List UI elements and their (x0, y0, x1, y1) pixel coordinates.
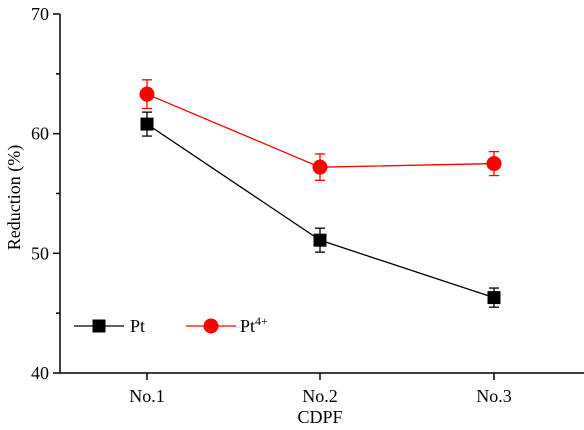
x-tick-label: No.2 (302, 386, 338, 406)
data-point-circle (139, 86, 155, 102)
y-ticks: 40 50 60 70 (31, 4, 60, 383)
data-point-circle (312, 159, 328, 175)
y-tick-label: 70 (31, 4, 49, 24)
series-pt (140, 111, 501, 308)
data-point-square (140, 117, 154, 131)
y-tick-label: 50 (31, 243, 49, 263)
legend-marker-circle (203, 318, 219, 334)
x-ticks: No.1 No.2 No.3 (129, 373, 512, 406)
legend-label: Pt4+ (240, 314, 268, 336)
legend-item: Pt4+ (186, 314, 268, 336)
data-point-circle (486, 156, 502, 172)
x-tick-label: No.3 (476, 386, 512, 406)
legend-label: Pt (130, 316, 145, 336)
series-line (146, 123, 495, 299)
data-point-square (313, 233, 327, 247)
legend: Pt Pt4+ (74, 314, 268, 336)
series-pt4plus (139, 79, 502, 181)
legend-item: Pt (74, 316, 145, 336)
y-tick-label: 60 (31, 124, 49, 144)
series (139, 79, 502, 308)
y-axis-label: Reduction (%) (4, 145, 25, 250)
x-tick-label: No.1 (129, 386, 165, 406)
data-point-square (487, 291, 501, 305)
x-axis-label: CDPF (297, 407, 342, 427)
legend-marker-square (92, 319, 106, 333)
y-tick-label: 40 (31, 363, 49, 383)
